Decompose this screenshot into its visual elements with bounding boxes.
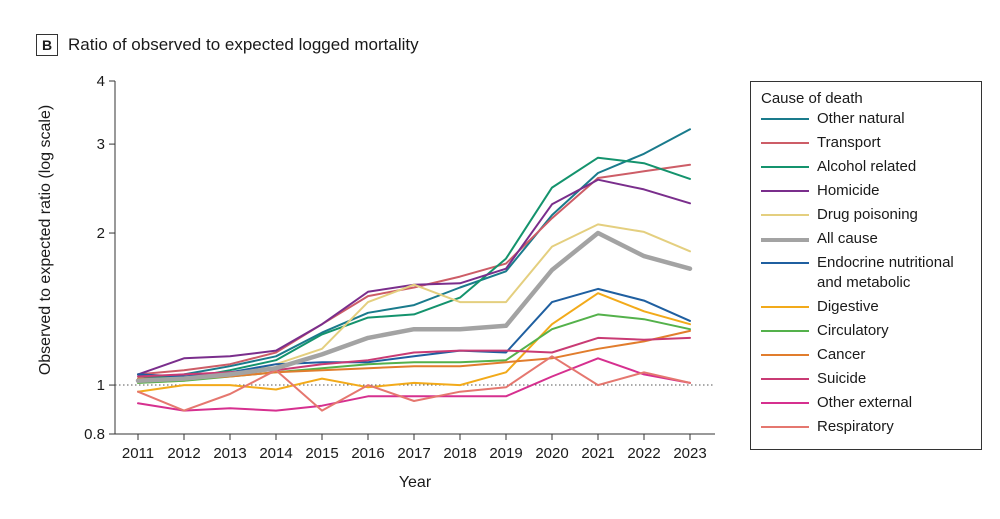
series-line-other-natural: [137, 128, 691, 380]
legend: Cause of death Other natural Transport Alc…: [750, 81, 982, 450]
x-tick-label: 2023: [673, 445, 706, 462]
x-tick-label: 2019: [489, 445, 522, 462]
x-tick-label: 2022: [627, 445, 660, 462]
legend-label: Cancer: [817, 346, 866, 363]
x-tick-label: 2018: [443, 445, 476, 462]
series-line-endocrine-nutritional-and-metabolic: [137, 287, 691, 378]
legend-item: Endocrine nutritional and metabolic: [761, 253, 971, 293]
legend-swatch: [761, 330, 809, 332]
legend-label: Respiratory: [817, 418, 894, 435]
legend-item: Cancer: [761, 345, 971, 365]
x-axis-label: Year: [399, 474, 432, 491]
series-line-transport: [137, 163, 691, 376]
axes: 0.8 1 2 3 4 2011 2012 2013 2014 2015 2016 2017 2018 2…: [84, 73, 715, 462]
legend-swatch: [761, 306, 809, 308]
legend-item: All cause: [761, 229, 971, 249]
series-line-other-external: [137, 357, 691, 412]
y-tick-label: 0.8: [84, 426, 105, 443]
legend-item: Drug poisoning: [761, 205, 971, 225]
legend-item: Homicide: [761, 181, 971, 201]
legend-swatch: [761, 354, 809, 356]
legend-swatch: [761, 118, 809, 120]
legend-label: Transport: [817, 134, 881, 151]
x-tick-label: 2020: [535, 445, 568, 462]
legend-item: Transport: [761, 133, 971, 153]
legend-item: Circulatory: [761, 321, 971, 341]
legend-item: Alcohol related: [761, 157, 971, 177]
legend-label: Circulatory: [817, 322, 889, 339]
line-chart: 0.8 1 2 3 4 2011 2012 2013 2014 2015 2016 2017 2018 2…: [37, 73, 715, 491]
legend-items: Other natural Transport Alcohol related Hom…: [761, 109, 971, 437]
series-line-all-cause: [135, 230, 693, 383]
x-tick-label: 2017: [397, 445, 430, 462]
legend-title: Cause of death: [761, 90, 863, 107]
y-tick-label: 3: [97, 136, 105, 153]
series-line-alcohol-related: [137, 156, 691, 380]
legend-label: Drug poisoning: [817, 206, 918, 223]
legend-label: Endocrine nutritional and metabolic: [817, 254, 954, 291]
series-group: [135, 128, 693, 412]
legend-label: Other external: [817, 394, 913, 411]
legend-label: Digestive: [817, 298, 879, 315]
legend-swatch: [761, 402, 809, 404]
legend-swatch: [761, 214, 809, 216]
panel-header: B Ratio of observed to expected logged m…: [36, 34, 419, 56]
legend-label: Homicide: [817, 182, 880, 199]
legend-label: Alcohol related: [817, 158, 917, 175]
chart-title: Ratio of observed to expected logged mor…: [68, 35, 419, 54]
legend-item: Other external: [761, 393, 971, 413]
legend-swatch: [761, 378, 809, 380]
x-tick-label: 2014: [259, 445, 292, 462]
y-axis-label: Observed to expected ratio (log scale): [37, 105, 54, 375]
series-line-digestive: [137, 292, 691, 393]
legend-label: Other natural: [817, 110, 905, 127]
legend-label: Suicide: [817, 370, 867, 387]
legend-item: Digestive: [761, 297, 971, 317]
legend-swatch: [761, 166, 809, 168]
legend-swatch: [761, 142, 809, 144]
legend-item: Other natural: [761, 109, 971, 129]
x-tick-label: 2011: [122, 445, 154, 462]
x-tick-label: 2021: [581, 445, 614, 462]
series-line-drug-poisoning: [137, 223, 691, 384]
panel-label: B: [36, 34, 58, 56]
legend-swatch: [761, 190, 809, 192]
legend-label: All cause: [817, 230, 878, 247]
legend-item: Respiratory: [761, 417, 971, 437]
x-tick-label: 2013: [213, 445, 246, 462]
series-line-homicide: [137, 178, 691, 376]
x-tick-label: 2012: [167, 445, 200, 462]
series-line-respiratory: [137, 355, 691, 412]
y-tick-label: 2: [97, 225, 105, 242]
legend-item: Suicide: [761, 369, 971, 389]
legend-swatch: [761, 238, 809, 242]
legend-swatch: [761, 262, 809, 264]
y-tick-label: 4: [97, 73, 105, 90]
y-tick-label: 1: [97, 377, 105, 394]
x-tick-label: 2016: [351, 445, 384, 462]
legend-swatch: [761, 426, 809, 428]
x-tick-label: 2015: [305, 445, 338, 462]
